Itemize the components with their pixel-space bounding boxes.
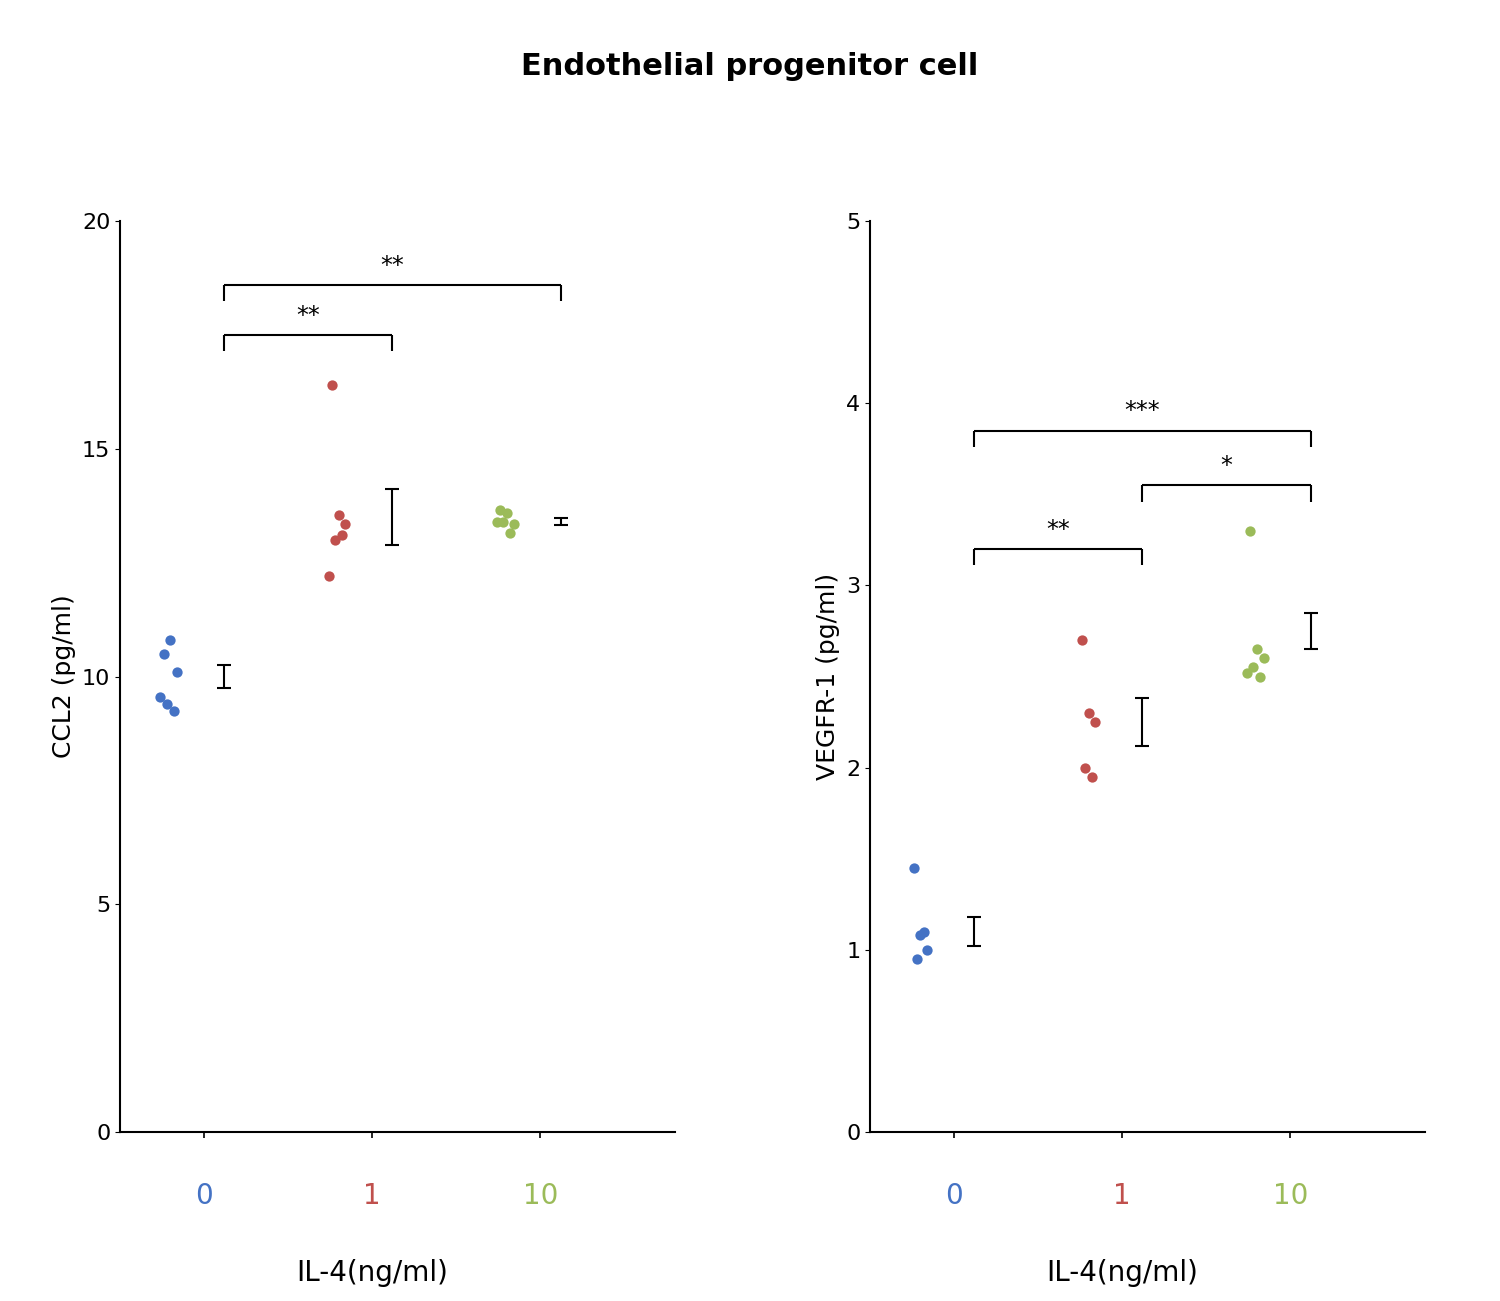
Y-axis label: VEGFR-1 (pg/ml): VEGFR-1 (pg/ml)	[816, 572, 840, 781]
Point	[165, 661, 189, 682]
Point	[492, 511, 516, 532]
Point	[1242, 657, 1266, 678]
Point	[904, 948, 928, 969]
Point	[1083, 712, 1107, 732]
Point	[484, 511, 508, 532]
Text: IL-4(ng/ml): IL-4(ng/ml)	[297, 1259, 448, 1288]
Point	[316, 566, 340, 587]
Text: 1: 1	[363, 1181, 381, 1210]
Point	[1245, 639, 1269, 660]
Point	[495, 502, 519, 523]
Point	[501, 514, 525, 535]
Text: 1: 1	[1113, 1181, 1131, 1210]
Point	[902, 857, 926, 878]
Text: IL-4(ng/ml): IL-4(ng/ml)	[1047, 1259, 1199, 1288]
Text: 0: 0	[945, 1181, 963, 1210]
Text: **: **	[381, 254, 405, 277]
Point	[148, 687, 172, 708]
Text: Endothelial progenitor cell: Endothelial progenitor cell	[522, 52, 978, 81]
Point	[1070, 630, 1094, 650]
Point	[1248, 666, 1272, 687]
Text: 0: 0	[195, 1181, 213, 1210]
Point	[1234, 662, 1258, 683]
Text: **: **	[1047, 518, 1070, 541]
Point	[498, 523, 522, 544]
Point	[152, 644, 176, 665]
Y-axis label: CCL2 (pg/ml): CCL2 (pg/ml)	[53, 595, 76, 758]
Point	[1077, 703, 1101, 723]
Point	[912, 921, 936, 942]
Point	[324, 530, 348, 550]
Text: ***: ***	[1125, 399, 1161, 423]
Point	[320, 375, 344, 396]
Point	[1074, 757, 1098, 778]
Point	[909, 925, 933, 946]
Point	[915, 939, 939, 960]
Point	[333, 514, 357, 535]
Point	[327, 505, 351, 526]
Text: 10: 10	[524, 1181, 558, 1210]
Point	[330, 526, 354, 546]
Point	[162, 700, 186, 721]
Text: *: *	[1221, 454, 1233, 477]
Point	[154, 693, 178, 714]
Point	[488, 500, 512, 520]
Text: **: **	[297, 303, 320, 328]
Point	[159, 630, 183, 650]
Point	[1251, 648, 1275, 669]
Point	[1238, 520, 1262, 541]
Point	[1080, 766, 1104, 787]
Text: 10: 10	[1274, 1181, 1308, 1210]
